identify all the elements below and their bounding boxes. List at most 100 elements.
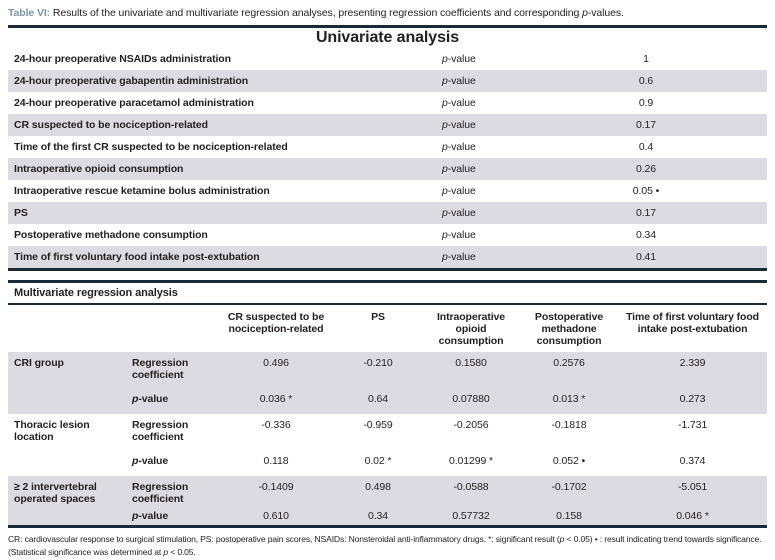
regression-coefficient: -0.1702 xyxy=(520,476,618,506)
variable-label: ≥ 2 intervertebral operated spaces xyxy=(8,476,130,527)
variable-label: PS xyxy=(8,202,430,225)
variable-label: CRI group xyxy=(8,352,130,415)
p-value: 0.57732 xyxy=(422,505,520,527)
p-value: 0.273 xyxy=(618,388,768,415)
p-value-label: p-value xyxy=(430,224,525,246)
p-italic: p xyxy=(132,393,139,406)
variable-label: 24-hour preoperative paracetamol adminis… xyxy=(14,97,254,110)
p-value: 0.158 xyxy=(520,505,618,527)
regression-coefficient-label: Regression coefficient xyxy=(132,419,189,444)
p-italic: p xyxy=(442,141,448,154)
p-italic: p xyxy=(442,229,448,242)
p-value: 0.05 • xyxy=(632,185,660,198)
regression-coefficient: 0.2576 xyxy=(520,352,618,389)
p-italic: p xyxy=(442,53,448,66)
p-value-label: p-value xyxy=(430,158,525,181)
column-header: Intraoperative opioid consumption xyxy=(422,304,520,353)
table-row: 24-hour preoperative paracetamol adminis… xyxy=(8,92,767,114)
table-row: 24-hour preoperative gabapentin administ… xyxy=(8,70,767,93)
table-row: Thoracic lesion location Regression coef… xyxy=(8,414,767,450)
p-italic: p xyxy=(442,97,448,110)
p-value: 0.34 xyxy=(635,229,657,242)
caption-p-italic: p xyxy=(582,7,588,19)
table-caption-label: Table VI: xyxy=(8,7,51,19)
univariate-section-title: Univariate analysis xyxy=(315,29,460,47)
p-value: 0.17 xyxy=(525,114,767,137)
table-row: 24-hour preoperative NSAIDs administrati… xyxy=(8,48,767,70)
regression-coefficient-label: Regression coefficient xyxy=(130,476,218,506)
p-value: 0.046 * xyxy=(618,505,768,527)
p-italic: p xyxy=(163,546,168,557)
empty-header xyxy=(8,304,130,353)
p-rest: -value xyxy=(447,229,476,242)
p-value-label: p-value xyxy=(430,114,525,137)
p-italic: p xyxy=(442,251,448,264)
p-italic: p xyxy=(442,75,448,88)
p-italic: p xyxy=(559,533,565,544)
table-row: p-value 0.118 0.02 * 0.01299 * 0.052 • 0… xyxy=(8,450,767,476)
regression-coefficient: -0.1409 xyxy=(218,476,334,506)
table-row: Postoperative methadone consumption p-va… xyxy=(8,224,767,246)
p-value: 0.9 xyxy=(638,97,654,110)
p-italic: p xyxy=(442,119,448,132)
p-rest: -value xyxy=(447,251,476,264)
multivariate-section-title: Multivariate regression analysis xyxy=(8,281,768,306)
table-row: Time of the first CR suspected to be noc… xyxy=(8,136,767,158)
section-header-row: Univariate analysis xyxy=(8,27,767,49)
column-header-row: CR suspected to be nociception-related P… xyxy=(8,304,768,353)
table-caption-text-end: -values. xyxy=(587,7,624,19)
p-value: 1 xyxy=(643,53,649,66)
table-caption-text: Results of the univariate and multivaria… xyxy=(50,7,583,19)
p-value: 0.64 xyxy=(334,388,422,415)
footnote-text: CR: cardiovascular response to surgical … xyxy=(8,533,560,544)
regression-coefficient: 0.496 xyxy=(218,352,334,389)
table-footnote: CR: cardiovascular response to surgical … xyxy=(8,533,767,559)
p-value: 0.610 xyxy=(218,505,334,527)
p-rest: -value xyxy=(447,75,476,88)
p-value: 0.02 * xyxy=(364,455,392,468)
table-row: CR suspected to be nociception-related p… xyxy=(8,114,767,137)
regression-coefficient: -1.731 xyxy=(677,419,708,432)
p-rest: -value xyxy=(447,207,476,220)
footnote-text: < 0.05) • : result indicating trend towa… xyxy=(8,533,762,557)
regression-coefficient: -5.051 xyxy=(618,476,768,506)
multivariate-table: Multivariate regression analysis CR susp… xyxy=(8,280,768,528)
table-row: Intraoperative rescue ketamine bolus adm… xyxy=(8,180,767,202)
p-rest: -value xyxy=(447,119,476,132)
p-value: 0.07880 xyxy=(422,388,520,415)
p-rest: -value xyxy=(447,53,476,66)
column-header: PS xyxy=(334,304,422,353)
column-header: CR suspected to be nociception-related xyxy=(218,304,334,353)
table-row: ≥ 2 intervertebral operated spaces Regre… xyxy=(8,476,768,527)
p-italic: p xyxy=(442,207,448,220)
p-italic: p xyxy=(132,455,139,468)
p-value: 0.17 xyxy=(525,202,767,225)
table-row: Intraoperative opioid consumption p-valu… xyxy=(8,158,767,181)
regression-coefficient-label: Regression coefficient xyxy=(130,352,218,389)
regression-coefficient: 0.498 xyxy=(334,476,422,506)
regression-coefficient: -0.1818 xyxy=(551,419,587,432)
p-value-label: p-value xyxy=(430,180,525,202)
p-rest: -value xyxy=(138,455,169,468)
p-rest: -value xyxy=(447,97,476,110)
table-row: p-value 0.610 0.34 0.57732 0.158 0.046 * xyxy=(8,505,768,527)
p-value: 0.036 * xyxy=(218,388,334,415)
p-value: 0.34 xyxy=(334,505,422,527)
p-value: 0.6 xyxy=(525,70,767,93)
variable-label: Time of first voluntary food intake post… xyxy=(8,246,430,270)
section-header-row: Multivariate regression analysis xyxy=(8,281,768,306)
p-rest: -value xyxy=(138,510,169,523)
table-row: CRI group Regression coefficient 0.496 -… xyxy=(8,352,768,415)
regression-coefficient: 0.1580 xyxy=(422,352,520,389)
column-header: Time of first voluntary food intake post… xyxy=(618,304,768,353)
p-value-label: p-value xyxy=(430,92,525,114)
p-value: 0.052 • xyxy=(552,455,586,468)
variable-label: 24-hour preoperative gabapentin administ… xyxy=(8,70,430,93)
variable-label: 24-hour preoperative NSAIDs administrati… xyxy=(14,53,231,66)
p-value: 0.26 xyxy=(525,158,767,181)
p-italic: p xyxy=(442,185,448,198)
p-rest: -value xyxy=(447,163,476,176)
p-rest: -value xyxy=(447,141,476,154)
variable-label: Intraoperative opioid consumption xyxy=(8,158,430,181)
